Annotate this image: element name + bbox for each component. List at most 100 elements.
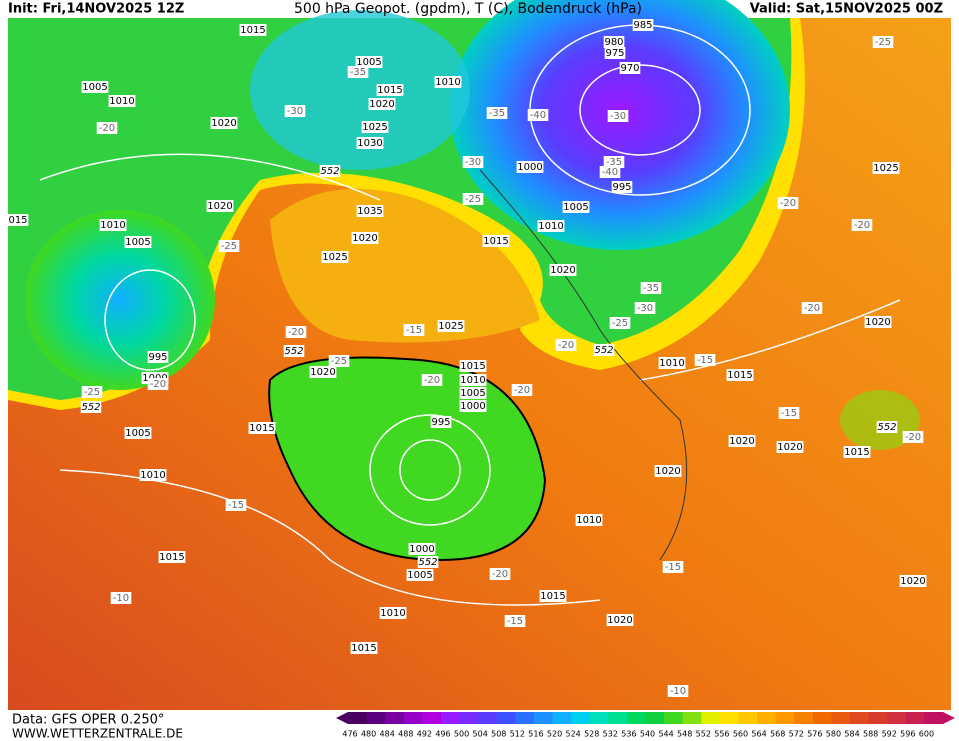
isobar-label-box <box>147 351 169 363</box>
isobar-label: 1015 <box>240 25 265 36</box>
isobar-ring <box>399 439 461 501</box>
isobar-label-box <box>351 232 379 244</box>
colorbar-label: 596 <box>900 730 915 739</box>
isobar-label-box <box>654 465 682 477</box>
height-label: 552 <box>320 166 339 177</box>
temperature-label-box <box>778 407 800 419</box>
temperature-label-box <box>489 568 511 580</box>
isobar-label: 1020 <box>607 615 632 626</box>
height-label-box <box>876 421 898 433</box>
temperature-label: -20 <box>150 379 166 390</box>
isobar-label-box <box>434 76 462 88</box>
isobar-label-box <box>619 62 641 74</box>
temperature-label: -35 <box>606 157 622 168</box>
isobar-label-box <box>611 181 633 193</box>
height-label-box <box>319 165 341 177</box>
isobar-label-box <box>575 514 603 526</box>
temperature-label-box <box>640 282 662 294</box>
temperature-label: -35 <box>643 283 659 294</box>
temperature-label-box <box>662 561 684 573</box>
isobar-label: 1010 <box>538 221 563 232</box>
isobar-label: 015 <box>8 215 27 226</box>
isobar-label: 1015 <box>351 643 376 654</box>
temperature-label: -10 <box>670 686 686 697</box>
isobar-label-box <box>350 642 378 654</box>
isobar-label-box <box>99 219 127 231</box>
colorbar-cell <box>571 712 591 724</box>
temperature-label-box <box>328 355 350 367</box>
colorbar-cell <box>664 712 684 724</box>
temperature-label-box <box>285 326 307 338</box>
isobar-label: 1005 <box>407 570 432 581</box>
colorbar-label: 564 <box>751 730 766 739</box>
isobar-label: 1025 <box>873 163 898 174</box>
colorbar-label: 480 <box>361 730 376 739</box>
temperature-label-box <box>421 374 443 386</box>
temperature-label: -35 <box>350 67 366 78</box>
colorbar-cell <box>645 712 665 724</box>
isobar-label: 1020 <box>777 442 802 453</box>
colorbar-label: 512 <box>510 730 525 739</box>
colorbar-label: 548 <box>677 730 692 739</box>
isobar-label: 975 <box>605 48 624 59</box>
temperature-label: -15 <box>781 408 797 419</box>
isobar-label: 1025 <box>362 122 387 133</box>
isobar-label: 995 <box>148 352 167 363</box>
colorbar-label: 592 <box>882 730 897 739</box>
temperature-label: -30 <box>465 157 481 168</box>
isobar-label: 985 <box>633 20 652 31</box>
temperature-label: -25 <box>612 318 628 329</box>
isobar <box>39 153 381 201</box>
colorbar-cell <box>701 712 721 724</box>
colorbar-label: 500 <box>454 730 469 739</box>
isobar-label-box <box>7 214 29 226</box>
colorbar-cell <box>812 712 832 724</box>
temperature-label: -25 <box>465 194 481 205</box>
isobar-label-box <box>482 235 510 247</box>
colorbar-cell <box>887 712 907 724</box>
isobar-label: 970 <box>620 63 639 74</box>
temperature-label-box <box>607 110 629 122</box>
isobar-label-box <box>843 446 871 458</box>
temperature-label: -15 <box>697 355 713 366</box>
isobar-label-box <box>248 422 276 434</box>
isobar-label-box <box>658 357 686 369</box>
colorbar-label: 536 <box>621 730 636 739</box>
isobar-label: 1010 <box>460 375 485 386</box>
isobar-label-box <box>139 469 167 481</box>
isobar-label-box <box>355 56 383 68</box>
isobar-label: 1015 <box>844 447 869 458</box>
isobar-label-box <box>604 47 626 59</box>
colorbar-label: 476 <box>342 730 357 739</box>
colorbar-cell <box>757 712 777 724</box>
temperature-label: -40 <box>602 167 618 178</box>
colorbar-label: 520 <box>547 730 562 739</box>
isobar-label-box <box>408 543 436 555</box>
map-title: 500 hPa Geopot. (gpdm), T (C), Bodendruc… <box>294 1 642 17</box>
colorbar-label: 488 <box>398 730 413 739</box>
isobar-label: 1025 <box>438 321 463 332</box>
isobar-label-box <box>437 320 465 332</box>
isobar-label-box <box>108 95 136 107</box>
isobar-label-box <box>430 416 452 428</box>
isobar-label: 1020 <box>211 118 236 129</box>
cold-pool <box>250 10 470 170</box>
colorbar-label: 484 <box>380 730 395 739</box>
isobar <box>639 299 901 381</box>
temperature-label: -15 <box>665 562 681 573</box>
isobar-label: 1020 <box>865 317 890 328</box>
isobar-label-box <box>309 366 337 378</box>
temperature-label-box <box>462 156 484 168</box>
temperature-label-box <box>872 36 894 48</box>
temperature-label-box <box>284 105 306 117</box>
temperature-label-box <box>81 386 103 398</box>
temperature-label-box <box>599 166 621 178</box>
isobar-label-box <box>864 316 892 328</box>
isobar-label: 1015 <box>540 591 565 602</box>
isobar-label: 1020 <box>352 233 377 244</box>
colorbar-cell <box>682 712 702 724</box>
temperature-label: -20 <box>905 432 921 443</box>
isobar-label-box <box>210 117 238 129</box>
temperature-label-box <box>225 499 247 511</box>
temperature-label-box <box>667 685 689 697</box>
